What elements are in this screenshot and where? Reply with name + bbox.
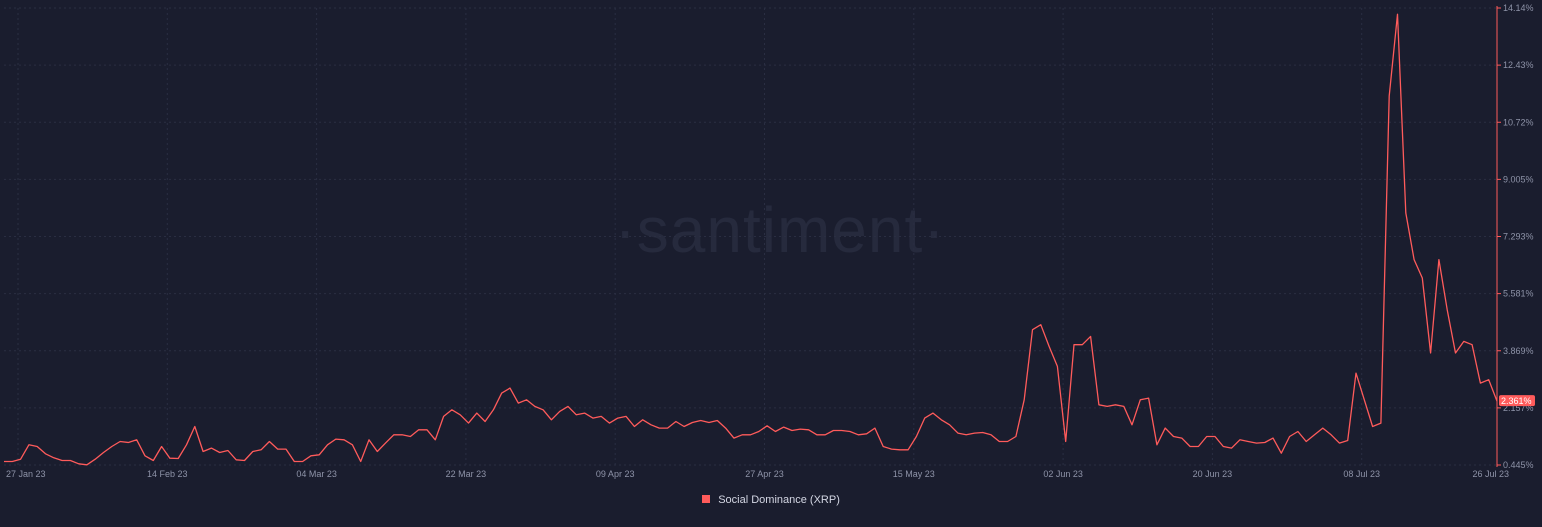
x-tick-label: 15 May 23 <box>893 469 935 479</box>
current-value-bg <box>1499 395 1535 407</box>
legend-swatch <box>702 495 711 503</box>
watermark: ·santiment· <box>614 194 945 266</box>
y-tick-label: 14.14% <box>1503 3 1534 13</box>
x-tick-label: 02 Jun 23 <box>1043 469 1083 479</box>
x-tick-label: 08 Jul 23 <box>1343 469 1380 479</box>
y-tick-label: 10.72% <box>1503 117 1534 127</box>
legend: Social Dominance (XRP) <box>0 494 1542 506</box>
x-tick-label: 09 Apr 23 <box>596 469 635 479</box>
y-tick-label: 5.581% <box>1503 289 1534 299</box>
legend-label: Social Dominance (XRP) <box>718 494 840 506</box>
x-tick-label: 27 Jan 23 <box>6 469 46 479</box>
series-line-xrp <box>4 13 1498 466</box>
y-tick-label: 12.43% <box>1503 60 1534 70</box>
x-tick-label: 26 Jul 23 <box>1472 469 1509 479</box>
x-tick-label: 20 Jun 23 <box>1193 469 1233 479</box>
x-tick-label: 27 Apr 23 <box>745 469 784 479</box>
x-tick-label: 22 Mar 23 <box>446 469 487 479</box>
x-tick-label: 14 Feb 23 <box>147 469 188 479</box>
y-tick-label: 3.869% <box>1503 346 1534 356</box>
y-tick-label: 7.293% <box>1503 232 1534 242</box>
x-tick-label: 04 Mar 23 <box>296 469 337 479</box>
y-tick-label: 9.005% <box>1503 174 1534 184</box>
current-value-label: 2.361% <box>1501 396 1532 406</box>
current-value-badge: 2.361% <box>1499 395 1535 407</box>
y-tick-label: 2.157% <box>1503 403 1534 413</box>
y-tick-label: 0.445% <box>1503 460 1534 470</box>
